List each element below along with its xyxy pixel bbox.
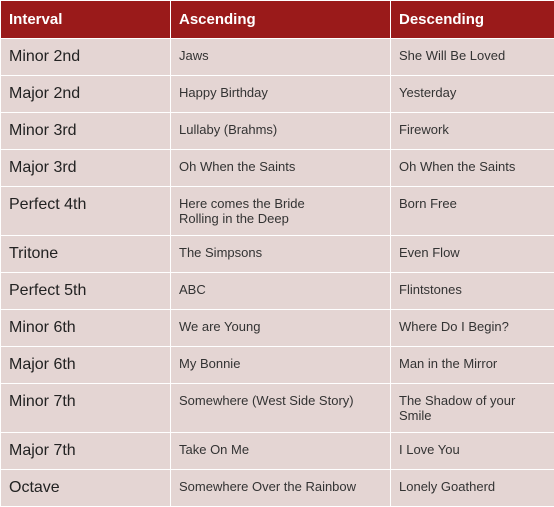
cell-interval: Major 2nd xyxy=(1,76,171,113)
cell-interval: Minor 2nd xyxy=(1,39,171,76)
cell-ascending: My Bonnie xyxy=(171,347,391,384)
cell-ascending: Jaws xyxy=(171,39,391,76)
cell-descending: Man in the Mirror xyxy=(391,347,554,384)
table-row: Minor 3rdLullaby (Brahms)Firework xyxy=(1,113,554,150)
cell-ascending: We are Young xyxy=(171,310,391,347)
interval-table: Interval Ascending Descending Minor 2ndJ… xyxy=(0,0,554,507)
cell-ascending: The Simpsons xyxy=(171,236,391,273)
table-row: Major 6thMy BonnieMan in the Mirror xyxy=(1,347,554,384)
header-interval: Interval xyxy=(1,1,171,39)
cell-descending: The Shadow of your Smile xyxy=(391,384,554,433)
table-row: Perfect 4thHere comes the Bride Rolling … xyxy=(1,187,554,236)
table-row: Perfect 5thABCFlintstones xyxy=(1,273,554,310)
cell-descending: Flintstones xyxy=(391,273,554,310)
table-body: Minor 2ndJawsShe Will Be LovedMajor 2ndH… xyxy=(1,39,554,507)
cell-ascending: Happy Birthday xyxy=(171,76,391,113)
cell-ascending: Here comes the Bride Rolling in the Deep xyxy=(171,187,391,236)
table-row: Major 7thTake On MeI Love You xyxy=(1,433,554,470)
table-row: Major 2ndHappy BirthdayYesterday xyxy=(1,76,554,113)
cell-ascending: Lullaby (Brahms) xyxy=(171,113,391,150)
cell-descending: Even Flow xyxy=(391,236,554,273)
cell-interval: Minor 6th xyxy=(1,310,171,347)
cell-interval: Major 7th xyxy=(1,433,171,470)
cell-interval: Minor 7th xyxy=(1,384,171,433)
table-row: Major 3rdOh When the SaintsOh When the S… xyxy=(1,150,554,187)
cell-interval: Minor 3rd xyxy=(1,113,171,150)
cell-descending: I Love You xyxy=(391,433,554,470)
header-ascending: Ascending xyxy=(171,1,391,39)
cell-ascending: Oh When the Saints xyxy=(171,150,391,187)
cell-descending: Firework xyxy=(391,113,554,150)
cell-descending: Where Do I Begin? xyxy=(391,310,554,347)
cell-interval: Octave xyxy=(1,470,171,507)
cell-ascending: Somewhere (West Side Story) xyxy=(171,384,391,433)
cell-interval: Tritone xyxy=(1,236,171,273)
cell-interval: Major 3rd xyxy=(1,150,171,187)
table-row: Minor 2ndJawsShe Will Be Loved xyxy=(1,39,554,76)
cell-descending: Lonely Goatherd xyxy=(391,470,554,507)
cell-descending: Oh When the Saints xyxy=(391,150,554,187)
cell-interval: Major 6th xyxy=(1,347,171,384)
cell-interval: Perfect 4th xyxy=(1,187,171,236)
table-row: Minor 6thWe are YoungWhere Do I Begin? xyxy=(1,310,554,347)
table-row: TritoneThe SimpsonsEven Flow xyxy=(1,236,554,273)
cell-descending: Yesterday xyxy=(391,76,554,113)
cell-ascending: Somewhere Over the Rainbow xyxy=(171,470,391,507)
cell-ascending: ABC xyxy=(171,273,391,310)
cell-descending: She Will Be Loved xyxy=(391,39,554,76)
header-descending: Descending xyxy=(391,1,554,39)
cell-descending: Born Free xyxy=(391,187,554,236)
cell-ascending: Take On Me xyxy=(171,433,391,470)
table-row: Minor 7thSomewhere (West Side Story)The … xyxy=(1,384,554,433)
cell-interval: Perfect 5th xyxy=(1,273,171,310)
table-header: Interval Ascending Descending xyxy=(1,1,554,39)
table-row: OctaveSomewhere Over the RainbowLonely G… xyxy=(1,470,554,507)
